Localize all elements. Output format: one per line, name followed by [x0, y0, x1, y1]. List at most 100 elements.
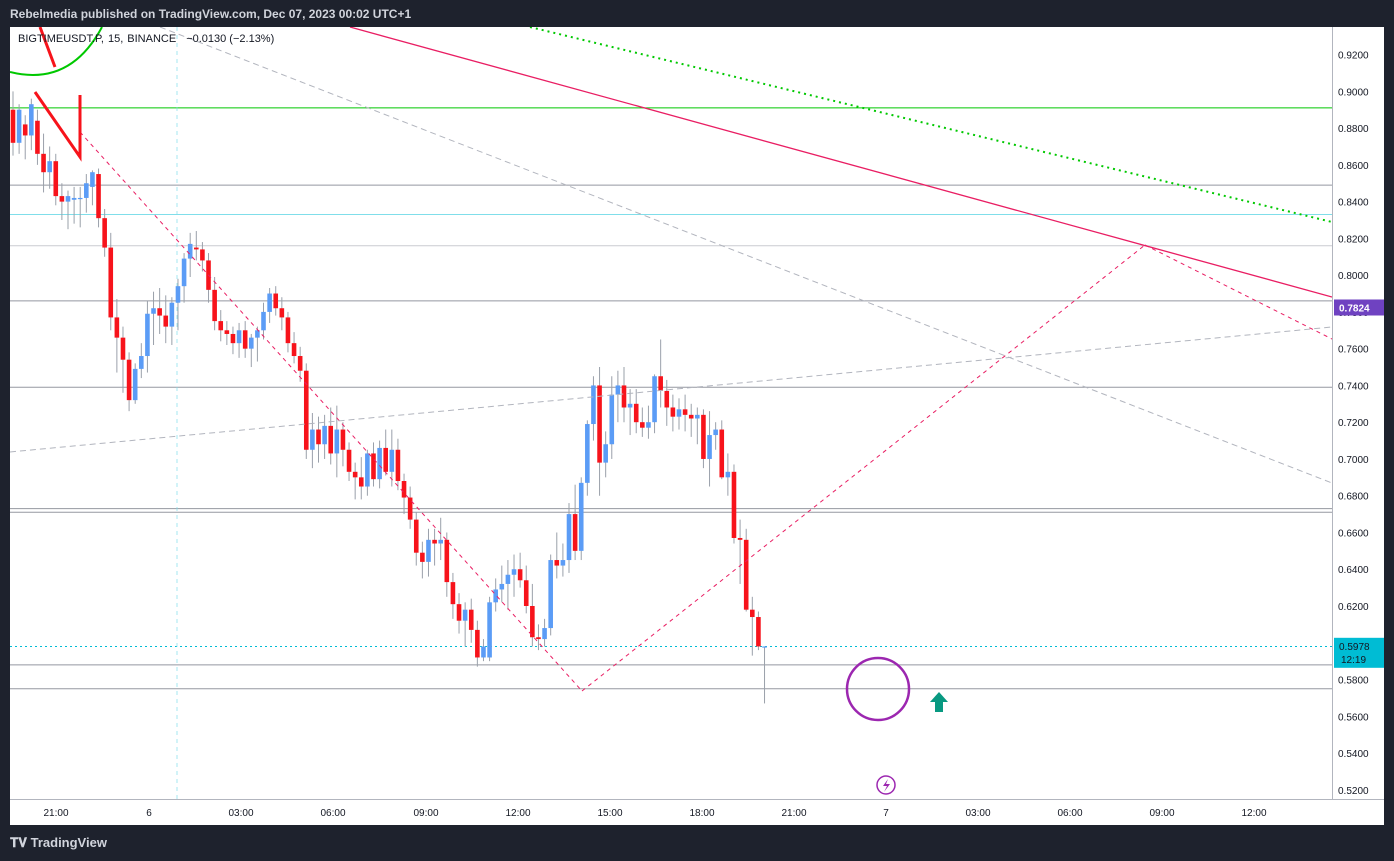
candle [236, 322, 242, 358]
candle [126, 352, 132, 412]
candle-body [151, 308, 156, 314]
candle [750, 596, 755, 656]
candle-body [175, 286, 181, 303]
candle-body [517, 569, 523, 581]
candle-body [10, 109, 16, 143]
candle [627, 389, 633, 436]
candle [523, 565, 529, 614]
price-axis-svg: 0.9200 0.9000 0.8800 0.8600 0.8400 0.8200 0.80… [1334, 51, 1384, 797]
candle-body [218, 321, 224, 331]
candle [35, 109, 40, 165]
price-tick-label: 0.9000 [1338, 87, 1369, 98]
candle-body [16, 109, 22, 143]
candle [719, 420, 725, 480]
price-tick-label: 0.8200 [1338, 234, 1369, 245]
candle [407, 486, 413, 529]
tv-logo-icon: 𝐓𝐕 [10, 835, 31, 850]
candle [77, 186, 83, 228]
candle-body [310, 429, 315, 450]
candle-body [395, 449, 401, 482]
candle [96, 168, 101, 228]
legend-exchange: BINANCE [127, 33, 177, 45]
candle [120, 326, 126, 393]
candle [365, 449, 370, 496]
candle-body [322, 425, 327, 445]
candle [432, 528, 437, 566]
candle-body [340, 429, 346, 450]
candle [145, 300, 150, 373]
time-tick-label: 06:00 [320, 808, 345, 819]
price-tick-label: 0.7200 [1338, 418, 1369, 429]
candle [22, 115, 28, 160]
candle [169, 297, 175, 345]
candle-body [212, 289, 217, 322]
trendline-down [79, 131, 583, 692]
symbol-legend: BIGTIMEUSDT.P, 15, BINANCE −0.0130 (−2.13%) [18, 33, 278, 45]
candle [413, 512, 419, 566]
candle [328, 407, 334, 465]
green-dotted-line [529, 27, 1332, 223]
candle-body [664, 390, 670, 408]
time-tick-label: 12:00 [1241, 808, 1266, 819]
price-tick-label: 0.5400 [1338, 749, 1369, 760]
candle-body [96, 174, 101, 219]
candle-body [438, 539, 443, 544]
candle [139, 343, 144, 379]
candle-body [163, 315, 169, 327]
countdown-text: 12:19 [1341, 655, 1366, 666]
candle [548, 554, 553, 636]
candle-body [487, 602, 492, 658]
candle-body [242, 330, 248, 349]
candle [450, 572, 456, 619]
candle [701, 409, 706, 469]
time-axis-svg: 21:00 6 03:00 06:00 09:00 12:00 15:00 18:00 21:0… [43, 808, 1266, 819]
candle [615, 370, 621, 423]
candle-body [670, 407, 676, 417]
candle-body [609, 394, 615, 445]
candle-body [572, 514, 578, 551]
time-tick-label: 09:00 [1149, 808, 1174, 819]
candle [291, 332, 297, 364]
time-axis[interactable]: 21:00 6 03:00 06:00 09:00 12:00 15:00 18:00 21:0… [10, 799, 1384, 825]
candle-body [291, 343, 297, 357]
candle [194, 231, 199, 261]
highlight-circle [845, 656, 911, 722]
candle-body [181, 258, 187, 287]
candle [462, 602, 468, 647]
candle-body [365, 453, 370, 487]
candle [334, 405, 340, 478]
candle-body [499, 583, 505, 590]
green-arc [10, 27, 103, 76]
price-tick-label: 0.7400 [1338, 381, 1369, 392]
chart-svg[interactable] [10, 27, 1332, 799]
candle-body [597, 385, 602, 463]
candle [65, 190, 71, 230]
grey-trend-up [10, 326, 1332, 453]
candle [346, 442, 352, 482]
candle-body [279, 308, 285, 318]
candle-body [383, 447, 389, 472]
candle [163, 295, 169, 344]
candle [340, 422, 346, 467]
time-tick-label: 03:00 [228, 808, 253, 819]
chart-area[interactable]: BIGTIMEUSDT.P, 15, BINANCE −0.0130 (−2.13%) [10, 27, 1332, 799]
candle-body [682, 409, 688, 415]
candle-body [646, 422, 651, 428]
candle-body [132, 368, 138, 401]
candle [102, 208, 107, 257]
lightning-bolt [883, 779, 890, 792]
tradingview-logo[interactable]: 𝐓𝐕 TradingView [10, 835, 107, 851]
candle [475, 620, 480, 667]
candle [731, 464, 737, 544]
time-tick-label: 12:00 [505, 808, 530, 819]
candle [310, 413, 315, 469]
candle [53, 153, 59, 206]
grey-trend-down [159, 27, 1332, 484]
price-axis[interactable]: 0.9200 0.9000 0.8800 0.8600 0.8400 0.8200 0.80… [1332, 27, 1384, 799]
legend-symbol: BIGTIMEUSDT.P, [18, 33, 104, 45]
candle-body [615, 385, 621, 395]
candle [187, 232, 193, 277]
candle-body [420, 552, 425, 562]
candle-body [756, 617, 761, 647]
candle [242, 321, 248, 358]
